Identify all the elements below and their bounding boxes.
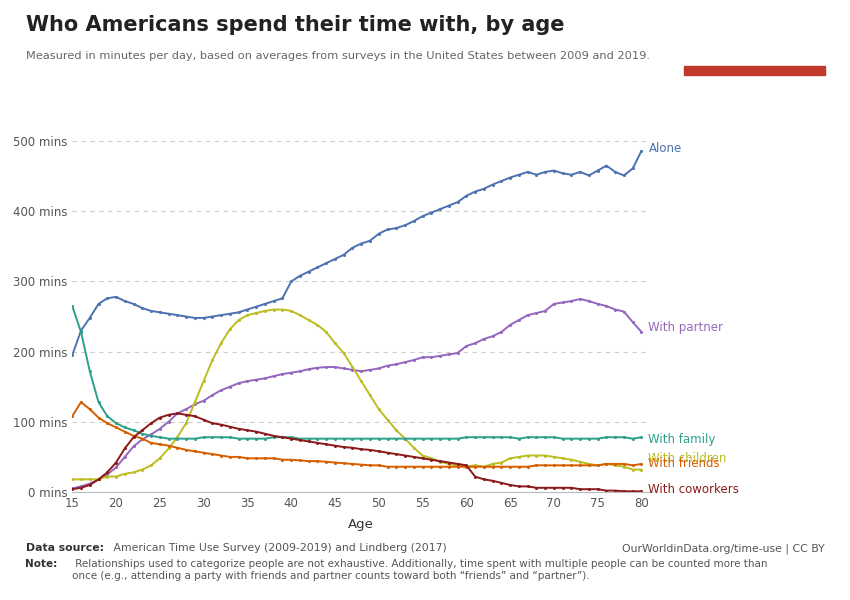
Text: With partner: With partner — [649, 320, 723, 334]
Text: OurWorldinData.org/time-use | CC BY: OurWorldinData.org/time-use | CC BY — [622, 543, 824, 553]
Text: in Data: in Data — [730, 42, 779, 55]
Text: With family: With family — [649, 433, 716, 446]
X-axis label: Age: Age — [348, 518, 374, 531]
Text: Measured in minutes per day, based on averages from surveys in the United States: Measured in minutes per day, based on av… — [26, 51, 649, 61]
Text: With coworkers: With coworkers — [649, 484, 740, 496]
Text: American Time Use Survey (2009-2019) and Lindberg (2017): American Time Use Survey (2009-2019) and… — [110, 543, 447, 553]
Text: Alone: Alone — [649, 142, 682, 155]
Text: Our World: Our World — [721, 23, 788, 36]
Text: Data source:: Data source: — [26, 543, 104, 553]
Text: Note:: Note: — [26, 559, 58, 569]
Text: With children: With children — [649, 452, 727, 465]
Text: Relationships used to categorize people are not exhaustive. Additionally, time s: Relationships used to categorize people … — [72, 559, 768, 581]
Bar — [684, 65, 824, 75]
Text: Who Americans spend their time with, by age: Who Americans spend their time with, by … — [26, 15, 564, 35]
Text: With friends: With friends — [649, 457, 720, 470]
